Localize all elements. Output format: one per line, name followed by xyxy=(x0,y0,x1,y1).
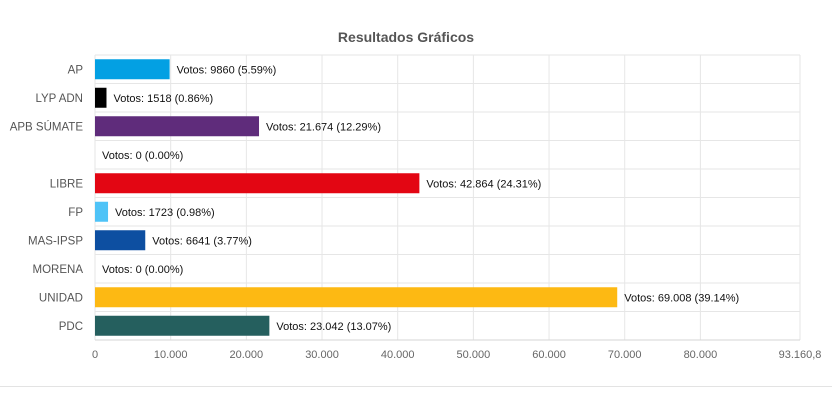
x-tick-label: 60.000 xyxy=(532,349,566,361)
category-label: LYP ADN xyxy=(35,93,83,105)
x-tick-label: 10.000 xyxy=(154,349,188,361)
data-label: Votos: 0 (0.00%) xyxy=(102,264,183,276)
category-label: PDC xyxy=(59,321,83,333)
bar[interactable] xyxy=(95,201,109,222)
data-label: Votos: 9860 (5.59%) xyxy=(177,64,277,76)
data-label: Votos: 21.674 (12.29%) xyxy=(266,121,381,133)
x-tick-label: 0 xyxy=(92,349,98,361)
data-label: Votos: 0 (0.00%) xyxy=(102,150,183,162)
bar[interactable] xyxy=(95,116,260,137)
labels: 0 10.000 20.000 30.000 40.000 50.000 60.000 70.… xyxy=(10,64,822,361)
bars xyxy=(95,59,618,336)
x-tick-label: 20.000 xyxy=(230,349,264,361)
data-label: Votos: 1723 (0.98%) xyxy=(115,207,215,219)
category-label: AP xyxy=(68,64,84,76)
data-label: Votos: 1518 (0.86%) xyxy=(113,93,213,105)
bottom-divider xyxy=(0,386,832,387)
bar[interactable] xyxy=(95,59,170,80)
x-tick-label: 40.000 xyxy=(381,349,415,361)
data-label: Votos: 42.864 (24.31%) xyxy=(426,178,541,190)
bar-chart: Resultados Gráficos 0 10.000 20.000 30.000 4… xyxy=(10,29,822,361)
data-label: Votos: 6641 (3.77%) xyxy=(152,235,252,247)
category-label: MAS-IPSP xyxy=(28,235,83,247)
data-label: Votos: 23.042 (13.07%) xyxy=(276,321,391,333)
category-label: UNIDAD xyxy=(39,292,83,304)
x-tick-label: 70.000 xyxy=(608,349,642,361)
bar[interactable] xyxy=(95,287,618,308)
x-tick-label: 30.000 xyxy=(305,349,339,361)
bar[interactable] xyxy=(95,173,420,194)
chart-title: Resultados Gráficos xyxy=(338,29,474,45)
bar[interactable] xyxy=(95,230,146,251)
bar[interactable] xyxy=(95,315,270,336)
category-label: LIBRE xyxy=(50,178,84,190)
category-label: FP xyxy=(68,207,83,219)
grid-lines xyxy=(94,54,801,341)
category-label: APB SÚMATE xyxy=(10,120,84,133)
bar[interactable] xyxy=(95,87,107,108)
x-tick-label: 80.000 xyxy=(684,349,718,361)
category-label: MORENA xyxy=(33,264,84,276)
x-tick-label: 50.000 xyxy=(457,349,491,361)
x-tick-label: 93.160,8 xyxy=(779,349,822,361)
data-label: Votos: 69.008 (39.14%) xyxy=(624,292,739,304)
